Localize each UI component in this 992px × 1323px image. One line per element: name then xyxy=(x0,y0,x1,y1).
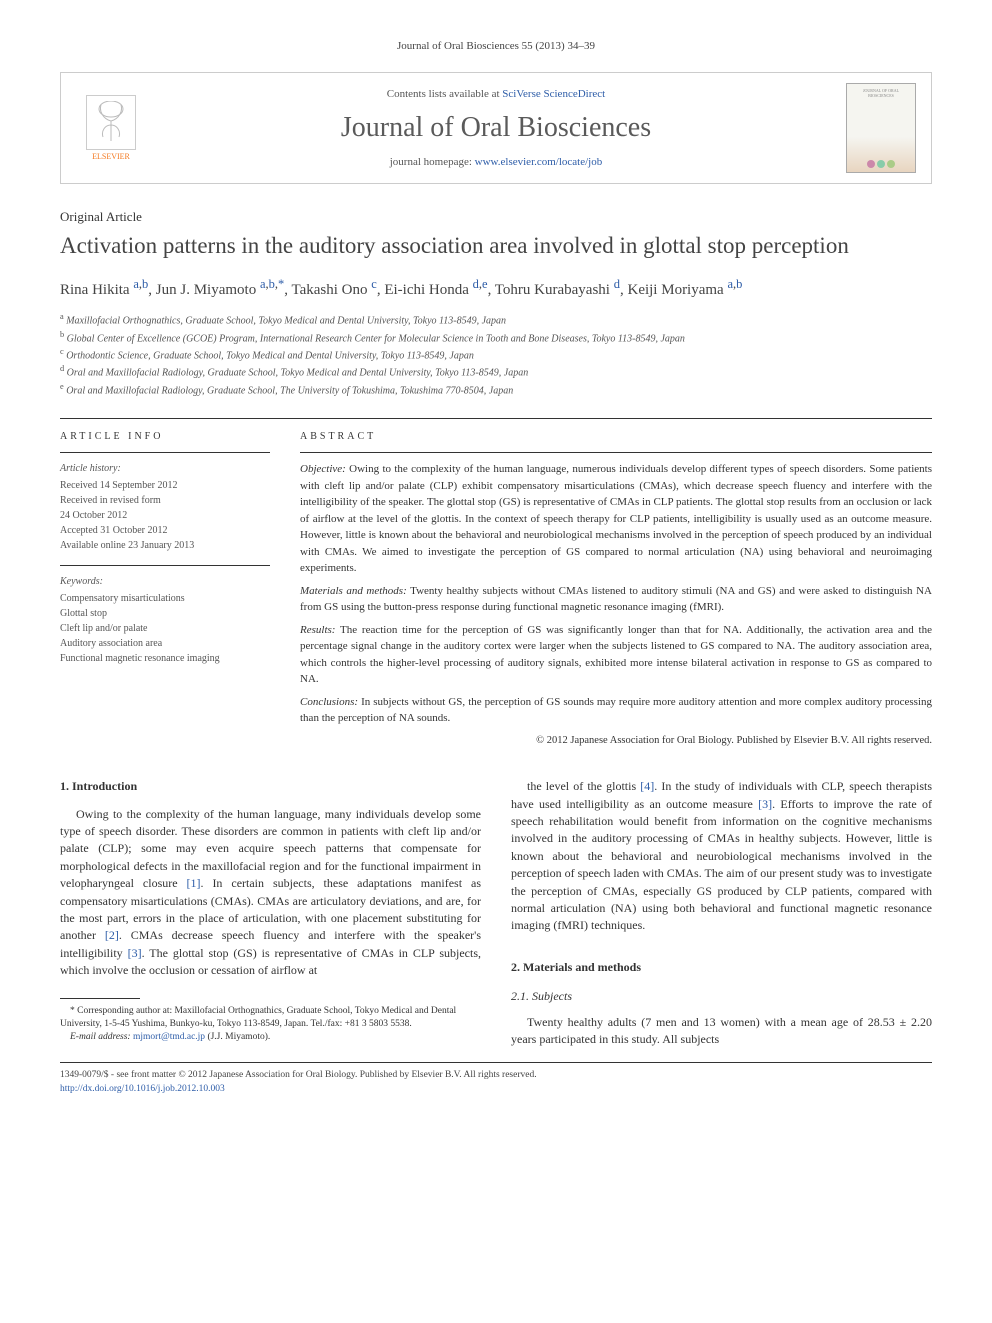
abstract-column: ABSTRACT Objective: Owing to the complex… xyxy=(300,419,932,748)
intro-heading: 1. Introduction xyxy=(60,778,481,795)
keyword-line: Compensatory misarticulations xyxy=(60,591,270,606)
reference-link[interactable]: [3] xyxy=(758,797,772,811)
keywords-heading: Keywords: xyxy=(60,574,270,589)
reference-link[interactable]: [3] xyxy=(128,946,142,960)
history-line: Available online 23 January 2013 xyxy=(60,538,270,553)
journal-masthead: ELSEVIER Contents lists available at Sci… xyxy=(60,72,932,184)
article-info-label: ARTICLE INFO xyxy=(60,419,270,452)
journal-name: Journal of Oral Biosciences xyxy=(146,112,846,144)
elsevier-logo: ELSEVIER xyxy=(76,88,146,168)
keywords-block: Keywords: Compensatory misarticulationsG… xyxy=(60,565,270,666)
email-label: E-mail address: xyxy=(70,1032,133,1042)
footer-copyright: 1349-0079/$ - see front matter © 2012 Ja… xyxy=(60,1069,932,1082)
author-list: Rina Hikita a,b, Jun J. Miyamoto a,b,*, … xyxy=(60,275,932,302)
methods-heading: 2. Materials and methods xyxy=(511,959,932,976)
affiliation-list: a Maxillofacial Orthognathics, Graduate … xyxy=(60,311,932,398)
body-column-left: 1. Introduction Owing to the complexity … xyxy=(60,778,481,1048)
page-footer: 1349-0079/$ - see front matter © 2012 Ja… xyxy=(60,1062,932,1096)
reference-link[interactable]: [4] xyxy=(640,779,654,793)
keyword-line: Cleft lip and/or palate xyxy=(60,621,270,636)
affiliation-line: d Oral and Maxillofacial Radiology, Grad… xyxy=(60,363,932,380)
history-line: Accepted 31 October 2012 xyxy=(60,523,270,538)
affiliation-line: e Oral and Maxillofacial Radiology, Grad… xyxy=(60,381,932,398)
corresponding-email-link[interactable]: mjmort@tmd.ac.jp xyxy=(133,1032,205,1042)
homepage-line: journal homepage: www.elsevier.com/locat… xyxy=(146,156,846,168)
footnote-separator xyxy=(60,998,140,999)
abstract-objective: Objective: Owing to the complexity of th… xyxy=(300,461,932,577)
email-line: E-mail address: mjmort@tmd.ac.jp (J.J. M… xyxy=(60,1031,481,1044)
abstract-label: ABSTRACT xyxy=(300,419,932,452)
article-history-block: Article history: Received 14 September 2… xyxy=(60,452,270,553)
affiliation-line: a Maxillofacial Orthognathics, Graduate … xyxy=(60,311,932,328)
article-info-column: ARTICLE INFO Article history: Received 1… xyxy=(60,419,270,748)
subjects-paragraph: Twenty healthy adults (7 men and 13 wome… xyxy=(511,1014,932,1049)
footnotes-block: * Corresponding author at: Maxillofacial… xyxy=(60,1005,481,1045)
reference-link[interactable]: [2] xyxy=(105,928,119,942)
affiliation-line: b Global Center of Excellence (GCOE) Pro… xyxy=(60,329,932,346)
email-author-name: (J.J. Miyamoto). xyxy=(205,1032,270,1042)
history-heading: Article history: xyxy=(60,461,270,476)
history-line: 24 October 2012 xyxy=(60,508,270,523)
reference-link[interactable]: [1] xyxy=(187,876,201,890)
doi-link[interactable]: http://dx.doi.org/10.1016/j.job.2012.10.… xyxy=(60,1084,225,1094)
article-title: Activation patterns in the auditory asso… xyxy=(60,231,932,261)
abstract-results: Results: The reaction time for the perce… xyxy=(300,622,932,688)
subjects-subheading: 2.1. Subjects xyxy=(511,988,932,1005)
corresponding-author-note: * Corresponding author at: Maxillofacial… xyxy=(60,1005,481,1032)
history-line: Received in revised form xyxy=(60,493,270,508)
intro-paragraph-1: Owing to the complexity of the human lan… xyxy=(60,806,481,980)
contents-available-line: Contents lists available at SciVerse Sci… xyxy=(146,88,846,100)
elsevier-tree-icon xyxy=(86,95,136,150)
history-line: Received 14 September 2012 xyxy=(60,478,270,493)
abstract-results-text: The reaction time for the perception of … xyxy=(300,624,932,686)
body-column-right: the level of the glottis [4]. In the stu… xyxy=(511,778,932,1048)
publisher-name: ELSEVIER xyxy=(92,152,130,161)
keyword-line: Glottal stop xyxy=(60,606,270,621)
affiliation-line: c Orthodontic Science, Graduate School, … xyxy=(60,346,932,363)
journal-cover-thumbnail: JOURNAL OF ORAL BIOSCIENCES xyxy=(846,83,916,173)
abstract-copyright: © 2012 Japanese Association for Oral Bio… xyxy=(300,733,932,749)
abstract-conclusions: Conclusions: In subjects without GS, the… xyxy=(300,694,932,727)
intro-paragraph-2: the level of the glottis [4]. In the stu… xyxy=(511,778,932,935)
keyword-line: Auditory association area xyxy=(60,636,270,651)
abstract-conclusions-text: In subjects without GS, the perception o… xyxy=(300,696,932,725)
sciencedirect-link[interactable]: SciVerse ScienceDirect xyxy=(502,88,605,100)
homepage-prefix: journal homepage: xyxy=(390,156,475,168)
article-type: Original Article xyxy=(60,209,932,225)
masthead-center: Contents lists available at SciVerse Sci… xyxy=(146,88,846,168)
abstract-objective-text: Owing to the complexity of the human lan… xyxy=(300,463,932,574)
journal-homepage-link[interactable]: www.elsevier.com/locate/job xyxy=(475,156,603,168)
keyword-line: Functional magnetic resonance imaging xyxy=(60,651,270,666)
contents-prefix: Contents lists available at xyxy=(387,88,502,100)
page-citation: Journal of Oral Biosciences 55 (2013) 34… xyxy=(60,40,932,52)
abstract-methods: Materials and methods: Twenty healthy su… xyxy=(300,583,932,616)
